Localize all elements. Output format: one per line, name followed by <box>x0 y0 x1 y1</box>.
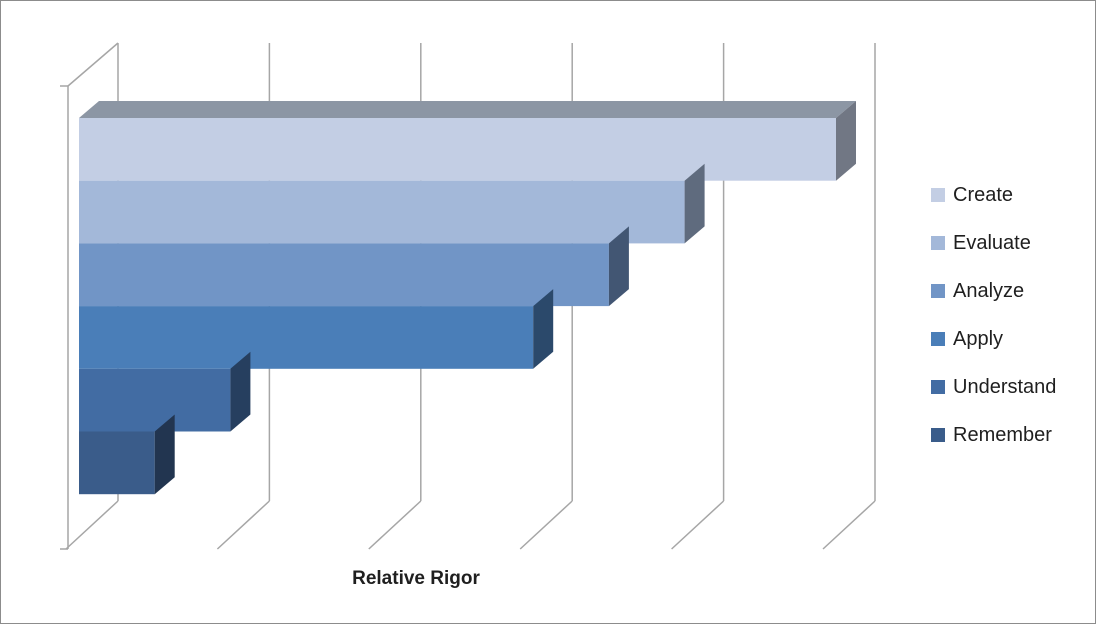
bar-side-face <box>836 101 856 181</box>
chart-walls <box>60 42 119 550</box>
bar-side-face <box>684 163 705 244</box>
legend-item-apply: Apply <box>931 325 1003 353</box>
legend-swatch <box>931 428 945 442</box>
legend-item-evaluate: Evaluate <box>931 229 1031 257</box>
bar-understand <box>79 351 251 432</box>
bar-side-face <box>230 351 251 432</box>
bar-front-face <box>79 118 836 181</box>
legend-label: Remember <box>953 423 1052 446</box>
bar-front-face <box>79 368 231 432</box>
bar-remember <box>79 414 175 495</box>
floor-gridline <box>216 500 270 550</box>
legend-label: Understand <box>953 375 1057 398</box>
legend-item-analyze: Analyze <box>931 277 1024 305</box>
legend-swatch <box>931 188 945 202</box>
legend-swatch <box>931 380 945 394</box>
floor-gridline <box>671 500 725 550</box>
bar-analyze <box>79 226 629 307</box>
legend-label: Evaluate <box>953 231 1031 254</box>
bar-apply <box>79 289 554 369</box>
legend-label: Apply <box>953 327 1004 350</box>
bar-side-face <box>533 289 554 369</box>
floor-gridline <box>65 500 119 550</box>
floor-gridline <box>519 500 573 550</box>
bar-front-face <box>79 180 685 244</box>
legend-swatch <box>931 332 945 346</box>
bar-front-face <box>79 306 534 369</box>
x-axis-title: Relative Rigor <box>352 568 480 589</box>
bar-side-face <box>154 414 175 495</box>
bar-front-face <box>79 243 609 307</box>
bar-front-face <box>79 431 155 495</box>
legend-item-remember: Remember <box>931 421 1052 449</box>
bar-side-face <box>608 226 629 307</box>
legend-swatch <box>931 284 945 298</box>
side-wall-top-edge <box>67 42 119 87</box>
legend-label: Analyze <box>953 279 1025 302</box>
bar-create <box>79 101 856 181</box>
legend-item-understand: Understand <box>931 373 1056 401</box>
legend-swatch <box>931 236 945 250</box>
bar-top-face <box>79 101 856 118</box>
floor-gridline <box>822 500 876 550</box>
bar-evaluate <box>79 163 705 244</box>
legend-label: Create <box>953 183 1014 206</box>
legend-item-create: Create <box>931 181 1013 209</box>
floor-gridline <box>368 500 422 550</box>
bars <box>79 101 856 495</box>
